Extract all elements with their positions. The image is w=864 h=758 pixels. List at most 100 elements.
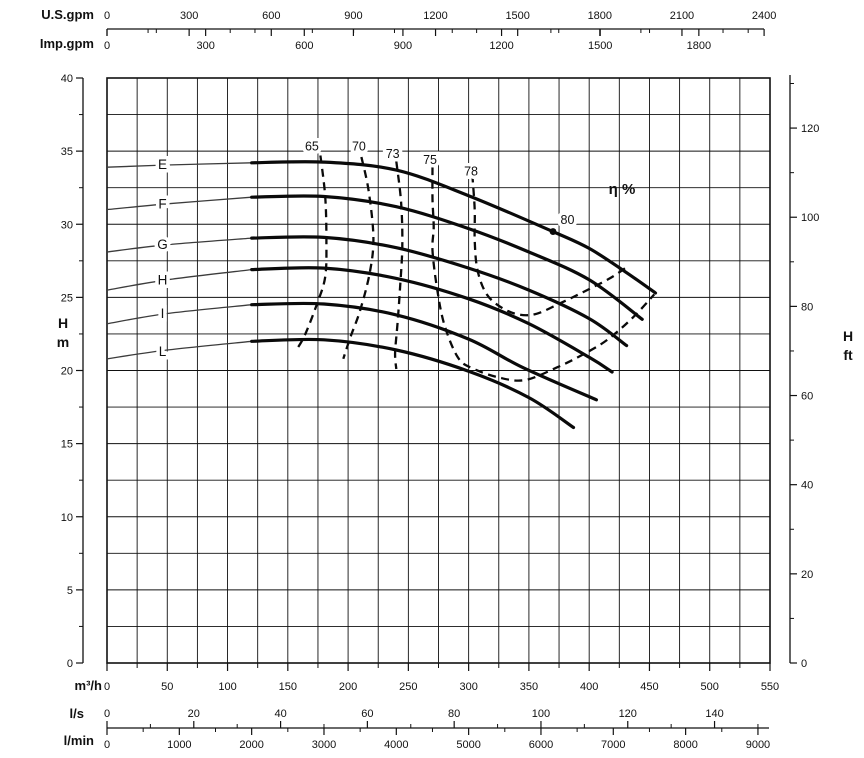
pump-curve-H	[106, 266, 614, 374]
svg-text:0: 0	[104, 10, 110, 22]
svg-text:600: 600	[295, 40, 313, 52]
svg-text:G: G	[157, 237, 168, 252]
svg-text:900: 900	[344, 10, 362, 22]
svg-text:I: I	[161, 306, 165, 321]
svg-text:5000: 5000	[456, 739, 480, 751]
svg-text:550: 550	[761, 681, 779, 693]
svg-text:2100: 2100	[670, 10, 694, 22]
us-gpm-axis-label: U.S.gpm	[41, 7, 94, 22]
svg-text:2400: 2400	[752, 10, 776, 22]
svg-text:120: 120	[619, 708, 637, 720]
svg-text:1500: 1500	[505, 10, 529, 22]
imp-gpm-axis-label: Imp.gpm	[39, 36, 94, 51]
pump-curve-L	[106, 337, 576, 430]
svg-text:8000: 8000	[673, 739, 697, 751]
pump-curves	[106, 160, 658, 430]
svg-text:0: 0	[104, 708, 110, 720]
svg-text:500: 500	[701, 681, 719, 693]
head-m-letter: H	[57, 315, 69, 331]
svg-text:300: 300	[180, 10, 198, 22]
svg-text:250: 250	[399, 681, 417, 693]
svg-text:120: 120	[801, 123, 819, 135]
best-efficiency-point: 80	[549, 209, 578, 235]
svg-text:350: 350	[520, 681, 538, 693]
svg-text:60: 60	[361, 708, 373, 720]
svg-text:78: 78	[464, 165, 478, 179]
svg-text:5: 5	[67, 585, 73, 597]
head-ft-axis: 0 20 40 60 80 100 120	[789, 75, 819, 670]
bep-dot	[549, 228, 557, 235]
svg-text:0: 0	[104, 681, 110, 693]
svg-text:30: 30	[61, 219, 73, 231]
svg-text:E: E	[158, 157, 167, 172]
svg-text:20: 20	[188, 708, 200, 720]
efficiency-contour-78	[471, 174, 626, 317]
svg-text:65: 65	[305, 140, 319, 154]
svg-text:73: 73	[386, 147, 400, 161]
m3h-axis: 0 50 100 150 200 250 300 350 400 450 500 550	[104, 663, 779, 693]
svg-text:40: 40	[274, 708, 286, 720]
svg-text:70: 70	[352, 140, 366, 154]
svg-text:25: 25	[61, 292, 73, 304]
efficiency-eta-label: η %	[608, 181, 636, 198]
efficiency-contour-70	[342, 156, 375, 360]
svg-text:100: 100	[532, 708, 550, 720]
pump-curve-I	[106, 301, 598, 402]
svg-text:0: 0	[104, 739, 110, 751]
svg-text:900: 900	[394, 40, 412, 52]
efficiency-contour-65	[295, 155, 328, 351]
svg-text:1000: 1000	[167, 739, 191, 751]
efficiency-contour-labels: 65 70 73 75 78	[301, 136, 481, 182]
svg-text:1800: 1800	[588, 10, 612, 22]
svg-text:60: 60	[801, 391, 813, 403]
svg-text:75: 75	[423, 153, 437, 167]
pump-curve-labels: E F G H I L	[154, 153, 172, 362]
bottom-flow-axis: 0 20 40 60 80 100 120 140 0 1000 2000 3000 4000 5000 6…	[104, 708, 770, 751]
svg-text:20: 20	[801, 569, 813, 581]
svg-text:100: 100	[218, 681, 236, 693]
svg-text:40: 40	[61, 73, 73, 85]
svg-text:600: 600	[262, 10, 280, 22]
svg-text:450: 450	[640, 681, 658, 693]
grid	[106, 77, 771, 664]
svg-text:F: F	[158, 196, 166, 211]
head-m-axis: 0 5 10 15 20 25 30 35 40	[61, 73, 84, 670]
efficiency-contour-75	[431, 167, 656, 382]
svg-text:7000: 7000	[601, 739, 625, 751]
svg-text:3000: 3000	[312, 739, 336, 751]
svg-text:80: 80	[448, 708, 460, 720]
pump-curve-E	[106, 160, 658, 295]
m3h-axis-label: m³/h	[74, 678, 102, 693]
svg-text:6000: 6000	[529, 739, 553, 751]
svg-text:200: 200	[339, 681, 357, 693]
svg-text:140: 140	[705, 708, 723, 720]
svg-text:2000: 2000	[239, 739, 263, 751]
svg-text:0: 0	[801, 658, 807, 670]
efficiency-contours	[295, 155, 656, 382]
svg-text:20: 20	[61, 366, 73, 378]
pump-curve-F	[106, 194, 644, 321]
svg-text:1200: 1200	[423, 10, 447, 22]
efficiency-contour-73	[393, 161, 404, 370]
svg-text:15: 15	[61, 439, 73, 451]
svg-text:300: 300	[459, 681, 477, 693]
svg-text:80: 80	[561, 213, 575, 227]
head-ft-unit: ft	[843, 347, 853, 363]
svg-text:L: L	[159, 344, 167, 359]
svg-text:1800: 1800	[687, 40, 711, 52]
svg-text:1500: 1500	[588, 40, 612, 52]
head-m-unit: m	[56, 334, 70, 350]
svg-text:0: 0	[104, 40, 110, 52]
svg-text:9000: 9000	[746, 739, 770, 751]
svg-text:100: 100	[801, 212, 819, 224]
svg-text:400: 400	[580, 681, 598, 693]
svg-text:80: 80	[801, 301, 813, 313]
head-m-axis-label: H m	[48, 314, 78, 352]
svg-text:50: 50	[161, 681, 173, 693]
svg-text:1200: 1200	[489, 40, 513, 52]
svg-text:4000: 4000	[384, 739, 408, 751]
svg-text:35: 35	[61, 146, 73, 158]
svg-text:H: H	[158, 272, 168, 287]
